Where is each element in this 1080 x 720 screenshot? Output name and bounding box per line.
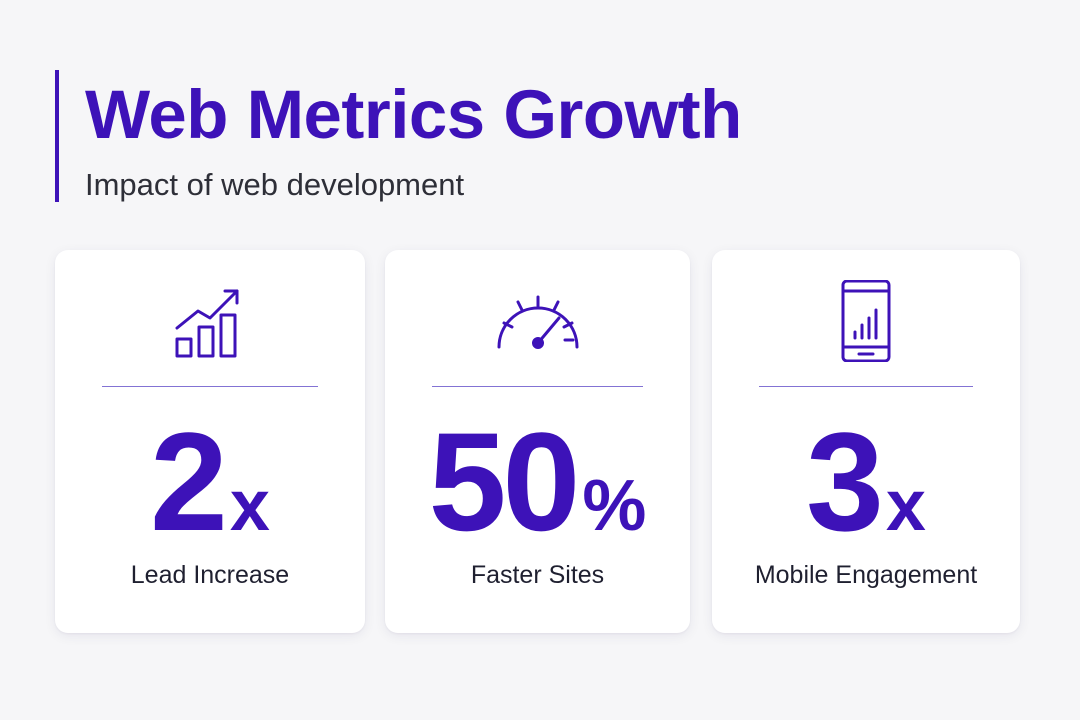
metric-label: Mobile Engagement (754, 561, 978, 589)
page-title: Web Metrics Growth (85, 76, 742, 153)
card-divider (759, 386, 973, 387)
metric-value: 3x (712, 412, 1020, 552)
metric-label: Faster Sites (470, 561, 605, 589)
metric-card-speed: 50% Faster Sites (385, 250, 690, 633)
card-divider (102, 386, 318, 387)
mobile-chart-icon (821, 280, 911, 362)
metric-unit: x (885, 466, 926, 546)
card-divider (432, 386, 643, 387)
metric-number: 3 (806, 403, 884, 560)
metric-value: 50% (385, 412, 690, 552)
metric-unit: x (229, 466, 270, 546)
metric-label: Lead Increase (130, 561, 290, 589)
metric-value: 2x (55, 412, 365, 552)
page-subtitle: Impact of web development (85, 167, 465, 202)
header: Web Metrics Growth Impact of web develop… (55, 70, 742, 202)
metric-number: 2 (150, 403, 228, 560)
speedometer-icon (493, 280, 583, 362)
metric-card-leads: 2x Lead Increase (55, 250, 365, 633)
metric-number: 50 (428, 403, 581, 560)
metric-unit: % (582, 466, 647, 546)
metric-card-mobile: 3x Mobile Engagement (712, 250, 1020, 633)
growth-chart-icon (165, 280, 255, 362)
